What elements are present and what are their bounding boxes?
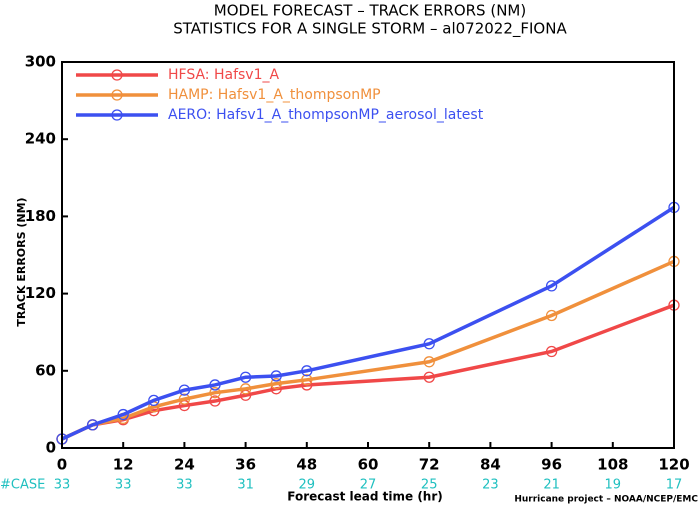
case-count: 19 bbox=[605, 478, 622, 493]
x-tick-label: 24 bbox=[174, 456, 195, 474]
x-tick-label: 12 bbox=[113, 456, 134, 474]
y-axis-label: TRACK ERRORS (NM) bbox=[15, 197, 28, 326]
data-point bbox=[209, 379, 221, 391]
case-count: 33 bbox=[176, 478, 193, 493]
case-count: 33 bbox=[115, 478, 132, 493]
y-tick-label: 60 bbox=[35, 361, 56, 379]
y-tick-label: 0 bbox=[46, 439, 56, 457]
data-point bbox=[117, 408, 129, 421]
data-point bbox=[301, 365, 313, 377]
case-count: 33 bbox=[54, 478, 71, 493]
case-count: 31 bbox=[237, 478, 254, 493]
case-count: 23 bbox=[482, 478, 499, 493]
case-count: 21 bbox=[543, 478, 560, 493]
data-point bbox=[270, 370, 282, 382]
data-point bbox=[178, 384, 191, 396]
case-count: 17 bbox=[666, 478, 683, 493]
legend-label: HFSA: Hafsv1_A bbox=[168, 67, 280, 83]
data-point bbox=[545, 309, 558, 322]
data-point bbox=[423, 371, 435, 383]
x-tick-label: 0 bbox=[57, 456, 67, 474]
data-point bbox=[178, 393, 191, 405]
data-point bbox=[545, 345, 558, 358]
y-tick-label: 240 bbox=[25, 130, 56, 148]
y-tick-label: 180 bbox=[25, 207, 56, 225]
data-point bbox=[86, 419, 99, 431]
data-point bbox=[423, 338, 435, 350]
plot-frame bbox=[61, 61, 675, 449]
legend-marker bbox=[111, 109, 123, 121]
legend-marker bbox=[111, 89, 123, 101]
legend-marker bbox=[111, 69, 123, 81]
x-tick-label: 108 bbox=[597, 456, 628, 474]
x-tick-label: 84 bbox=[480, 456, 501, 474]
x-tick-label: 36 bbox=[235, 456, 256, 474]
data-point bbox=[239, 371, 252, 383]
data-point bbox=[270, 378, 282, 390]
legend-label: HAMP: Hafsv1_A_thompsonMP bbox=[168, 87, 381, 103]
y-tick-label: 120 bbox=[25, 284, 56, 302]
y-tick-label: 300 bbox=[25, 53, 56, 71]
case-label: #CASE bbox=[0, 478, 45, 493]
data-point bbox=[239, 383, 252, 395]
x-tick-label: 48 bbox=[296, 456, 317, 474]
data-point bbox=[423, 356, 435, 368]
series-line bbox=[61, 205, 675, 441]
data-point bbox=[209, 387, 221, 399]
data-point bbox=[148, 394, 160, 407]
x-tick-label: 72 bbox=[419, 456, 440, 474]
data-point bbox=[209, 395, 221, 407]
x-axis-label: Forecast lead time (hr) bbox=[287, 490, 443, 504]
data-point bbox=[545, 280, 558, 292]
x-tick-label: 96 bbox=[541, 456, 562, 474]
legend-label: AERO: Hafsv1_A_thompsonMP_aerosol_latest bbox=[168, 107, 484, 123]
footer: Hurricane project – NOAA/NCEP/EMC bbox=[514, 495, 698, 505]
data-point bbox=[301, 374, 313, 386]
case-count: 25 bbox=[421, 478, 438, 493]
case-count: 27 bbox=[360, 478, 377, 493]
case-count: 29 bbox=[299, 478, 316, 493]
chart-title: MODEL FORECAST – TRACK ERRORS (NM) bbox=[214, 2, 526, 20]
x-tick-label: 120 bbox=[658, 456, 689, 474]
chart-subtitle: STATISTICS FOR A SINGLE STORM – al072022… bbox=[173, 20, 567, 39]
x-tick-label: 60 bbox=[358, 456, 379, 474]
